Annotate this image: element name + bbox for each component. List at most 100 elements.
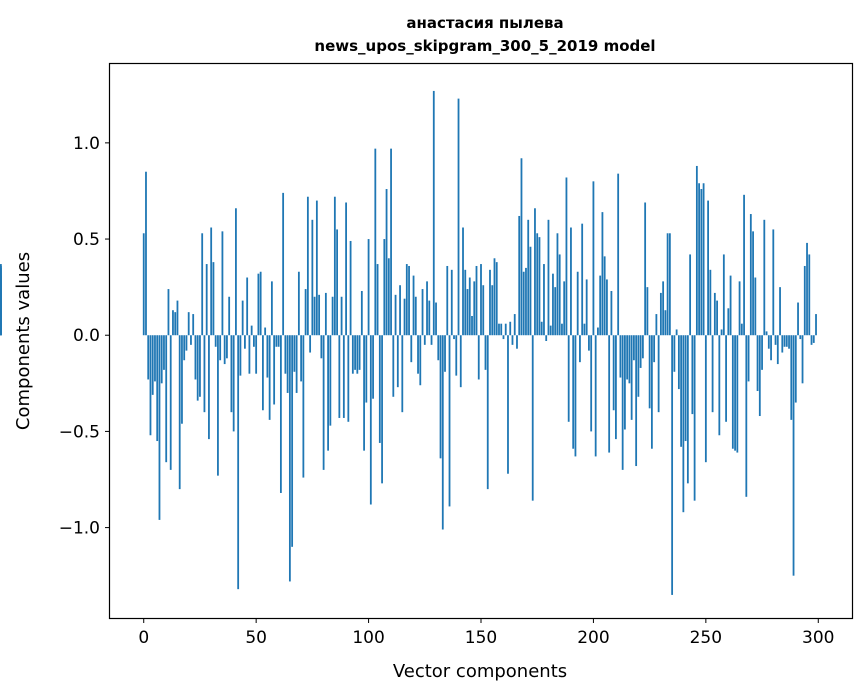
bar xyxy=(482,285,485,336)
bar xyxy=(610,290,613,336)
bar xyxy=(432,90,435,336)
chart-title: анастасия пылева xyxy=(406,14,563,32)
bar xyxy=(471,315,473,336)
bar xyxy=(574,335,577,457)
bar xyxy=(178,335,181,490)
bar xyxy=(781,335,784,353)
bar xyxy=(743,194,745,336)
bar xyxy=(187,312,190,336)
bar xyxy=(351,335,354,374)
bar xyxy=(336,229,338,336)
bar xyxy=(208,335,210,440)
bar xyxy=(313,296,316,336)
bar xyxy=(147,335,150,380)
bar xyxy=(426,281,428,336)
bar xyxy=(342,335,345,418)
bar xyxy=(399,285,401,336)
bar xyxy=(340,296,343,336)
bar xyxy=(794,335,797,403)
bar xyxy=(527,219,530,336)
x-tick-label: 250 xyxy=(690,628,722,648)
bar xyxy=(702,183,705,336)
bar xyxy=(444,335,446,372)
bar xyxy=(677,335,680,390)
bar xyxy=(318,294,321,336)
bar xyxy=(419,335,422,386)
bar xyxy=(151,335,154,395)
bar xyxy=(498,323,500,336)
y-axis-label: Components values xyxy=(13,252,34,430)
bar xyxy=(597,327,599,336)
bar xyxy=(803,265,806,336)
bar xyxy=(704,335,707,463)
bar xyxy=(693,335,696,501)
bar xyxy=(556,233,559,336)
plot-frame xyxy=(108,62,854,620)
bar xyxy=(239,335,242,376)
bar xyxy=(145,171,147,336)
bar xyxy=(790,335,793,420)
bar xyxy=(540,321,543,336)
bar xyxy=(250,325,253,336)
bar xyxy=(217,335,219,476)
bar xyxy=(394,294,397,336)
bar xyxy=(630,335,633,420)
bar xyxy=(304,289,307,336)
bar xyxy=(241,300,244,336)
bar xyxy=(484,335,487,370)
bar xyxy=(626,335,629,380)
bar xyxy=(545,335,548,341)
bar xyxy=(644,202,647,336)
bar xyxy=(650,335,653,449)
bar xyxy=(475,265,478,336)
bar xyxy=(302,335,305,478)
bar xyxy=(466,289,469,336)
bar xyxy=(761,335,763,370)
bar xyxy=(203,335,206,413)
bar xyxy=(509,321,512,336)
bar xyxy=(387,258,390,336)
bar xyxy=(158,335,161,520)
bar xyxy=(480,264,482,336)
bar xyxy=(725,335,727,422)
bar xyxy=(190,335,192,345)
bar xyxy=(311,219,314,336)
bar xyxy=(196,335,199,401)
bar xyxy=(300,335,303,382)
bar xyxy=(165,335,168,463)
bar xyxy=(414,296,417,336)
bar xyxy=(385,189,388,336)
bar xyxy=(529,246,532,336)
x-axis-ticks: 0 50 100 150 200 250 300 xyxy=(138,618,834,648)
bar xyxy=(525,267,527,336)
bar xyxy=(435,302,437,336)
y-tick-label: 0.5 xyxy=(73,230,100,250)
x-axis-label: Vector components xyxy=(393,661,567,682)
bar xyxy=(284,335,287,374)
bar xyxy=(356,335,359,374)
bar xyxy=(579,335,581,363)
bar xyxy=(349,240,352,336)
x-tick-label: 50 xyxy=(245,628,267,648)
bar xyxy=(531,335,534,501)
bar xyxy=(599,275,602,336)
bar xyxy=(264,327,267,336)
bar xyxy=(282,192,285,336)
bar xyxy=(659,292,662,336)
bar xyxy=(740,323,743,336)
bar xyxy=(194,335,197,380)
bar xyxy=(185,335,188,351)
bar xyxy=(455,335,458,376)
bar xyxy=(262,335,264,411)
bar xyxy=(360,290,363,336)
bar xyxy=(448,335,451,507)
bar xyxy=(297,271,300,336)
bar xyxy=(277,335,280,347)
bar xyxy=(671,335,674,595)
bar xyxy=(619,335,622,378)
bar xyxy=(358,335,361,370)
bar xyxy=(381,335,383,484)
bar xyxy=(720,329,723,336)
bar xyxy=(392,335,395,397)
bar xyxy=(468,277,471,336)
